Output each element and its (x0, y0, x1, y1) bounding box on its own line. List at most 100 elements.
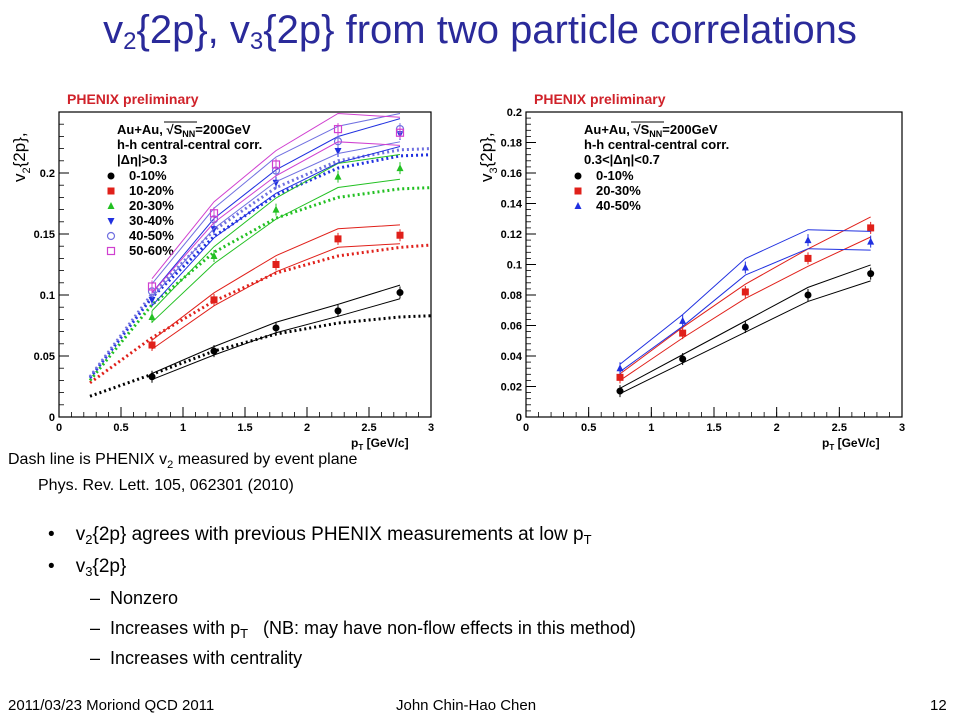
y-axis-label-sub: 3 (488, 167, 500, 173)
dash: – (90, 588, 101, 608)
annotation-system-sub: NN (649, 129, 662, 139)
x-axis-label: pT [GeV/c] (822, 436, 880, 452)
data-point (804, 291, 812, 299)
systematic-band-lower (151, 141, 401, 298)
systematic-band-upper (151, 112, 401, 285)
annotation-system-b: =200GeV (195, 122, 251, 137)
legend-marker (106, 246, 116, 256)
bullet-1-sub-b: T (583, 532, 592, 547)
data-point (147, 282, 157, 291)
data-point (867, 224, 875, 232)
y-tick-label: 0.12 (501, 229, 522, 241)
systematic-band-upper (151, 224, 401, 341)
y-tick-label: 0.04 (501, 351, 523, 363)
data-point (148, 341, 156, 349)
x-tick-label: 0 (56, 422, 62, 434)
slide-title: v2{2p}, v3{2p} from two particle correla… (0, 8, 960, 56)
systematic-band-upper (151, 112, 401, 280)
systematic-band-lower (619, 236, 871, 381)
data-point (741, 263, 749, 271)
x-tick-label: 2 (774, 422, 780, 434)
x-tick-label: 3 (428, 422, 434, 434)
systematic-band-lower (151, 146, 401, 307)
bullet-1-a: v (75, 524, 86, 545)
legend-label: 20-30% (596, 183, 641, 198)
systematic-band-upper (619, 264, 871, 389)
annotation-method: h-h central-central corr. (117, 137, 262, 152)
annotation-system-a: Au+Au, √S (584, 122, 650, 137)
bullet-dot: • (48, 556, 55, 577)
systematic-band-lower (151, 298, 401, 381)
bullet-1-b: {2p} agrees with previous PHENIX measure… (92, 524, 584, 545)
data-point (396, 231, 404, 239)
y-tick-label: 0.15 (34, 229, 55, 241)
legend-marker (107, 172, 115, 180)
legend-label: 40-50% (596, 198, 641, 213)
data-point (148, 373, 156, 381)
data-point (272, 179, 280, 187)
legend-label: 0-10% (129, 168, 167, 183)
data-point (679, 316, 687, 324)
dash: – (90, 648, 101, 668)
y-tick-label: 0.02 (501, 382, 522, 394)
y-tick-label: 0.08 (501, 290, 522, 302)
bullet-2-b: {2p} (92, 556, 127, 577)
y-axis-label-rest: {2p}, (477, 132, 496, 167)
data-point (209, 209, 219, 218)
data-point (272, 324, 280, 332)
data-point (616, 373, 624, 381)
legend-marker (106, 231, 116, 241)
page-number: 12 (930, 697, 947, 714)
data-point (334, 235, 342, 243)
data-point (148, 312, 156, 320)
annotation-eta-cut: |Δη|>0.3 (117, 152, 167, 167)
systematic-band-upper (151, 153, 401, 312)
data-point (271, 160, 281, 169)
bullet-2: • v3{2p} (48, 556, 126, 579)
legend-marker (574, 187, 582, 195)
data-point (333, 124, 343, 134)
y-tick-label: 0.1 (507, 260, 522, 272)
event-plane-dashed-curve (89, 243, 432, 385)
y-tick-label: 0.05 (34, 351, 55, 363)
annotation-system-a: Au+Au, √S (117, 122, 183, 137)
subbullet-1: – Nonzero (90, 588, 178, 609)
reference-note: Phys. Rev. Lett. 105, 062301 (2010) (38, 477, 294, 494)
x-tick-label: 0.5 (113, 422, 128, 434)
legend-label: 30-40% (129, 213, 174, 228)
systematic-band-upper (619, 229, 871, 365)
annotation-method: h-h central-central corr. (584, 137, 729, 152)
x-axis-label-rest: [GeV/c] (834, 436, 879, 450)
data-point (867, 270, 875, 278)
legend-marker (574, 202, 582, 209)
bullet-2-sub: 3 (85, 564, 93, 579)
data-point (334, 148, 342, 156)
data-point (272, 205, 280, 213)
title-text-v: v (103, 8, 124, 52)
bullet-dot: • (48, 524, 55, 545)
legend-marker (107, 218, 115, 225)
legend-marker (107, 202, 115, 209)
y-axis-label: v3{2p}, (477, 132, 500, 182)
x-axis-label-rest: [GeV/c] (363, 436, 408, 450)
y-axis-label-v: v (10, 173, 29, 182)
y-tick-label: 0.2 (40, 168, 55, 180)
subbullet-2-b: (NB: may have non-flow effects in this m… (248, 618, 636, 638)
title-sub-2: 2 (123, 28, 137, 55)
note-sub: 2 (167, 459, 174, 472)
x-axis-label: pT [GeV/c] (351, 436, 409, 452)
legend-marker (574, 172, 582, 180)
footer-author: John Chin-Hao Chen (396, 697, 537, 714)
title-text-mid: {2p}, v (136, 8, 250, 52)
x-tick-label: 2.5 (361, 422, 376, 434)
x-tick-label: 2 (304, 422, 310, 434)
title-sub-3: 3 (249, 28, 264, 55)
data-point (334, 307, 342, 315)
data-point (210, 226, 218, 234)
event-plane-note: Dash line is PHENIX v2 measured by event… (8, 451, 357, 471)
chart-header: PHENIX preliminary (67, 91, 199, 107)
data-point (396, 289, 404, 297)
x-axis-label-sub: T (829, 443, 834, 452)
data-point (867, 237, 875, 245)
subbullet-3: – Increases with centrality (90, 648, 302, 669)
